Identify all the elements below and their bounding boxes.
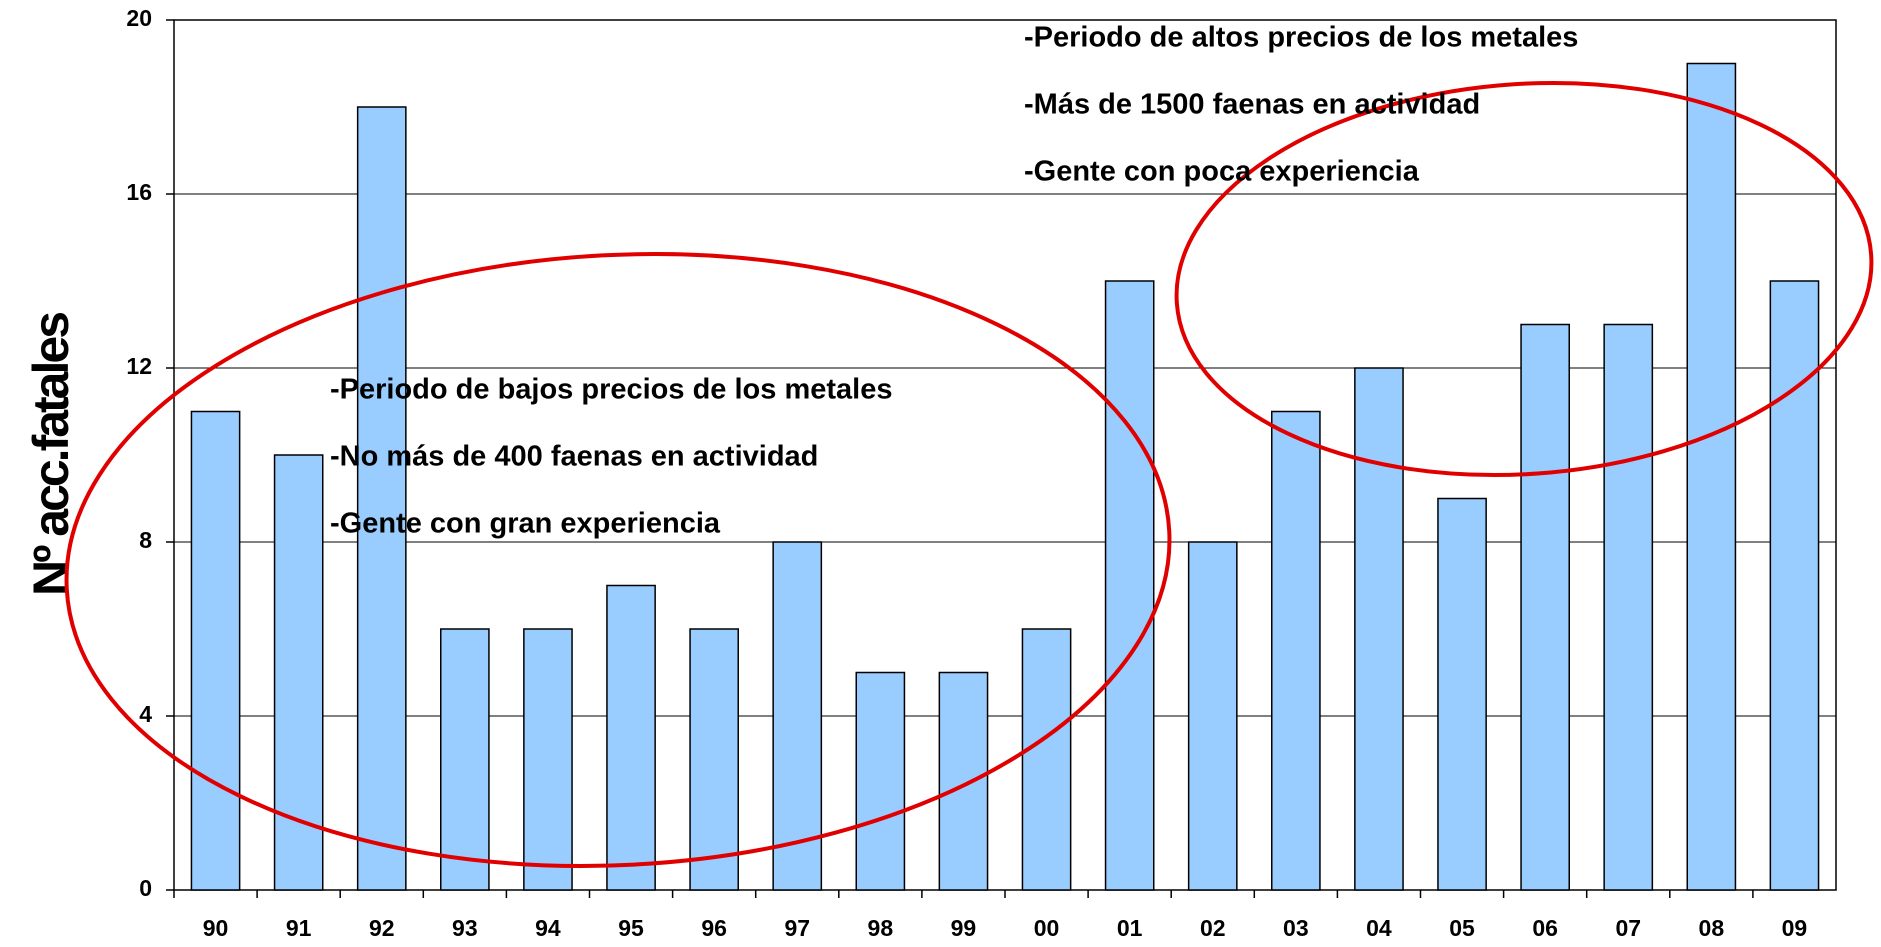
annotation: -No más de 400 faenas en actividad (330, 441, 818, 473)
y-tick-label: 16 (126, 179, 152, 205)
x-tick-label: 03 (1283, 915, 1309, 941)
y-tick-label: 20 (126, 5, 152, 31)
annotation: -Periodo de bajos precios de los metales (330, 374, 892, 406)
x-tick-label: 04 (1366, 915, 1392, 941)
annotation: -Gente con gran experiencia (330, 508, 721, 540)
bar (1271, 410, 1321, 891)
x-tick-label: 90 (203, 915, 229, 941)
x-tick-label: 92 (369, 915, 395, 941)
y-tick-label: 0 (139, 875, 152, 901)
bar (440, 628, 490, 891)
x-tick-label: 94 (535, 915, 561, 941)
y-tick-label: 12 (126, 353, 152, 379)
bar (1520, 323, 1570, 891)
bar (523, 628, 573, 891)
x-tick-label: 91 (286, 915, 312, 941)
x-tick-label: 95 (618, 915, 644, 941)
bar (273, 454, 324, 891)
bar (1437, 497, 1487, 891)
bar (1187, 541, 1238, 891)
bar (1686, 62, 1737, 891)
bar (938, 671, 989, 891)
annotation: -Más de 1500 faenas en actividad (1024, 89, 1480, 121)
annotation: -Gente con poca experiencia (1024, 156, 1420, 188)
x-tick-label: 01 (1117, 915, 1143, 941)
bar (772, 541, 823, 891)
x-tick-label: 97 (784, 915, 810, 941)
x-tick-label: 98 (868, 915, 894, 941)
bar (356, 106, 407, 891)
highlight-ellipse (64, 252, 1172, 868)
annotation: -Periodo de altos precios de los metales (1024, 22, 1578, 54)
bar (1769, 280, 1820, 891)
bar (190, 410, 241, 891)
bar (1021, 628, 1072, 891)
y-tick-label: 4 (139, 701, 152, 727)
bar (1354, 367, 1404, 891)
x-tick-label: 96 (701, 915, 727, 941)
bar (855, 671, 906, 891)
bar (606, 584, 656, 891)
x-tick-label: 93 (452, 915, 478, 941)
annotations: -Periodo de altos precios de los metales… (330, 22, 1578, 540)
x-tick-label: 07 (1615, 915, 1641, 941)
x-tick-label: 05 (1449, 915, 1475, 941)
bar (689, 628, 739, 891)
y-axis-label: Nº acc.fatales (23, 313, 79, 596)
x-tick-label: 08 (1699, 915, 1725, 941)
y-tick-label: 8 (139, 527, 152, 553)
x-tick-label: 06 (1532, 915, 1558, 941)
x-tick-label: 09 (1782, 915, 1808, 941)
x-tick-label: 00 (1034, 915, 1060, 941)
bar (1104, 280, 1155, 891)
x-tick-label: 02 (1200, 915, 1226, 941)
x-tick-label: 99 (951, 915, 977, 941)
bar (1603, 323, 1654, 891)
highlight-ellipse (1174, 80, 1874, 478)
